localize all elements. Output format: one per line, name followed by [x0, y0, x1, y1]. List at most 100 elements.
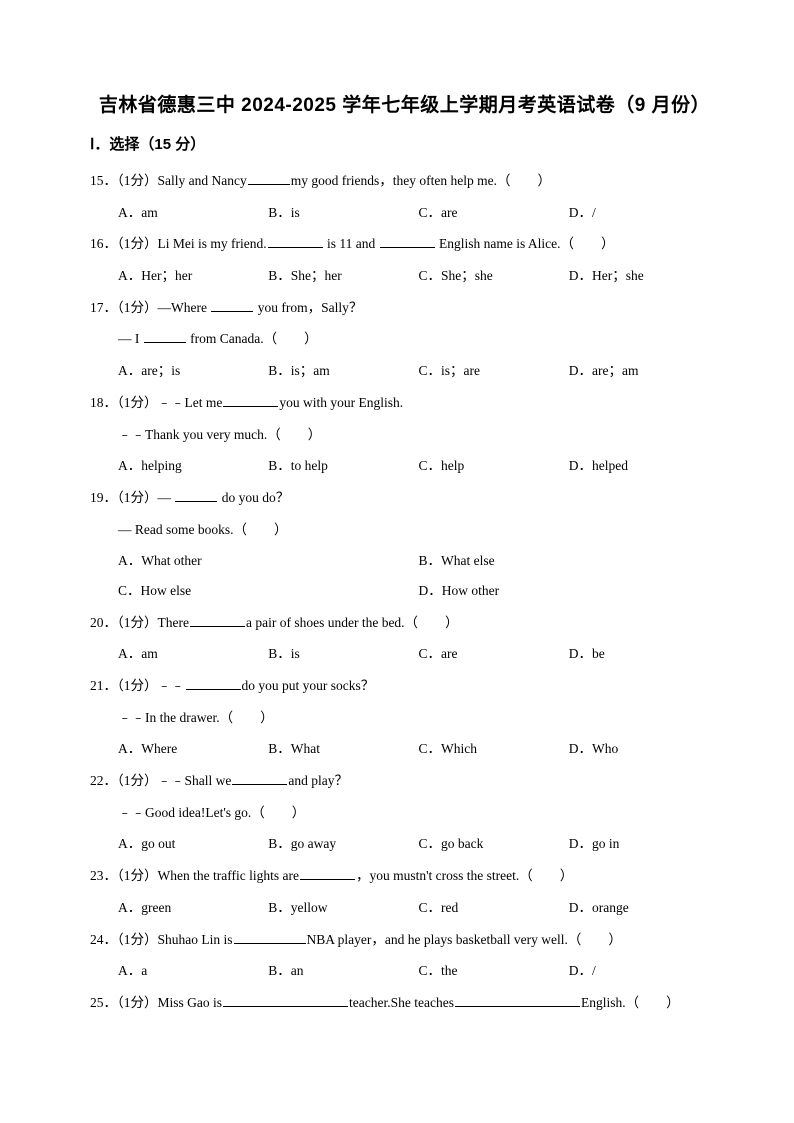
q-text: and play？	[288, 773, 348, 788]
options-row: A．am B．is C．are D．/	[90, 198, 719, 228]
options-row: A．helping B．to help C．help D．helped	[90, 451, 719, 481]
option-a: A．Her；her	[118, 261, 268, 291]
question-15: 15．（1分）Sally and Nancymy good friends，th…	[90, 166, 719, 196]
q-text: teacher.She teaches	[349, 995, 454, 1010]
q-text: English.（ ）	[581, 995, 680, 1010]
option-c: C．go back	[419, 829, 569, 859]
blank	[223, 994, 348, 1007]
option-c: C．the	[419, 956, 569, 986]
option-d: D．be	[569, 639, 719, 669]
q-text: my good friends，they often help me.（ ）	[291, 173, 551, 188]
options-row: A．What other B．What else C．How else D．Ho…	[90, 546, 719, 605]
question-18: 18．（1分）﹣﹣Let meyou with your English.	[90, 388, 719, 418]
question-22: 22．（1分）﹣﹣Shall we and play？	[90, 766, 719, 796]
option-d: D．How other	[419, 576, 720, 606]
section-heading: Ⅰ．选择（15 分）	[90, 133, 719, 154]
option-b: B．is；am	[268, 356, 418, 386]
option-d: D．/	[569, 956, 719, 986]
q-number: 23．（1分）	[90, 868, 158, 883]
q-text: —	[158, 490, 175, 505]
q-text: ，you mustn't cross the street.（ ）	[356, 868, 573, 883]
q-number: 22．（1分）	[90, 773, 158, 788]
option-a: A．helping	[118, 451, 268, 481]
blank	[248, 172, 290, 185]
option-b: B．an	[268, 956, 418, 986]
blank	[190, 613, 245, 626]
option-d: D．helped	[569, 451, 719, 481]
blank	[223, 394, 278, 407]
question-23: 23．（1分）When the traffic lights are ，you m…	[90, 861, 719, 891]
blank	[186, 677, 241, 690]
option-c: C．How else	[118, 576, 419, 606]
option-a: A．What other	[118, 546, 419, 576]
question-16: 16．（1分）Li Mei is my friend. is 11 and En…	[90, 229, 719, 259]
q-text: do you do？	[218, 490, 289, 505]
q-text: English name is Alice.（ ）	[436, 236, 615, 251]
option-b: B．What else	[419, 546, 720, 576]
q-number: 25．（1分）	[90, 995, 158, 1010]
q-text: ﹣﹣Shall we	[158, 773, 232, 788]
options-row: A．am B．is C．are D．be	[90, 639, 719, 669]
blank	[380, 235, 435, 248]
option-c: C．are	[419, 198, 569, 228]
options-row: A．go out B．go away C．go back D．go in	[90, 829, 719, 859]
blank	[300, 867, 355, 880]
option-d: D．are；am	[569, 356, 719, 386]
option-a: A．are；is	[118, 356, 268, 386]
blank	[211, 299, 253, 312]
option-d: D．Who	[569, 734, 719, 764]
blank	[175, 489, 217, 502]
option-b: B．go away	[268, 829, 418, 859]
q-text: from Canada.（ ）	[187, 331, 318, 346]
option-a: A．green	[118, 893, 268, 923]
question-20: 20．（1分）Therea pair of shoes under the be…	[90, 608, 719, 638]
option-b: B．She；her	[268, 261, 418, 291]
q-number: 17．（1分）	[90, 300, 158, 315]
option-c: C．is；are	[419, 356, 569, 386]
blank	[144, 330, 186, 343]
options-row: A．are；is B．is；am C．is；are D．are；am	[90, 356, 719, 386]
options-row: A．Where B．What C．Which D．Who	[90, 734, 719, 764]
q-number: 16．（1分）	[90, 236, 158, 251]
option-a: A．a	[118, 956, 268, 986]
options-row: A．green B．yellow C．red D．orange	[90, 893, 719, 923]
option-c: C．red	[419, 893, 569, 923]
q-text: When the traffic lights are	[158, 868, 299, 883]
question-24: 24．（1分）Shuhao Lin isNBA player，and he pl…	[90, 925, 719, 955]
option-d: D．Her；she	[569, 261, 719, 291]
question-25: 25．（1分）Miss Gao is teacher.She teaches Eng…	[90, 988, 719, 1018]
blank	[455, 994, 580, 1007]
option-a: A．go out	[118, 829, 268, 859]
blank	[234, 930, 306, 943]
options-row: A．a B．an C．the D．/	[90, 956, 719, 986]
q-text: ﹣﹣Good idea!Let's go.（ ）	[118, 805, 305, 820]
option-d: D．go in	[569, 829, 719, 859]
option-b: B．What	[268, 734, 418, 764]
q-text: ﹣﹣Thank you very much.（ ）	[118, 427, 321, 442]
question-17-sub: — I from Canada.（ ）	[90, 324, 719, 354]
option-c: C．help	[419, 451, 569, 481]
q-text: There	[158, 615, 189, 630]
option-b: B．is	[268, 639, 418, 669]
question-17: 17．（1分）—Where you from，Sally？	[90, 293, 719, 323]
question-19: 19．（1分）— do you do？	[90, 483, 719, 513]
option-b: B．is	[268, 198, 418, 228]
q-text: Shuhao Lin is	[158, 932, 233, 947]
option-c: C．are	[419, 639, 569, 669]
option-a: A．Where	[118, 734, 268, 764]
question-22-sub: ﹣﹣Good idea!Let's go.（ ）	[90, 798, 719, 828]
q-text: ﹣﹣	[158, 678, 185, 693]
question-21-sub: ﹣﹣In the drawer.（ ）	[90, 703, 719, 733]
q-text: NBA player，and he plays basketball very …	[307, 932, 622, 947]
option-d: D．orange	[569, 893, 719, 923]
q-text: Li Mei is my friend.	[158, 236, 267, 251]
q-text: Miss Gao is	[158, 995, 223, 1010]
option-a: A．am	[118, 198, 268, 228]
q-text: Sally and Nancy	[158, 173, 247, 188]
q-number: 18．（1分）	[90, 395, 158, 410]
blank	[232, 772, 287, 785]
q-text: ﹣﹣Let me	[158, 395, 223, 410]
q-text: a pair of shoes under the bed.（ ）	[246, 615, 459, 630]
q-number: 19．（1分）	[90, 490, 158, 505]
q-text: you from，Sally？	[254, 300, 362, 315]
